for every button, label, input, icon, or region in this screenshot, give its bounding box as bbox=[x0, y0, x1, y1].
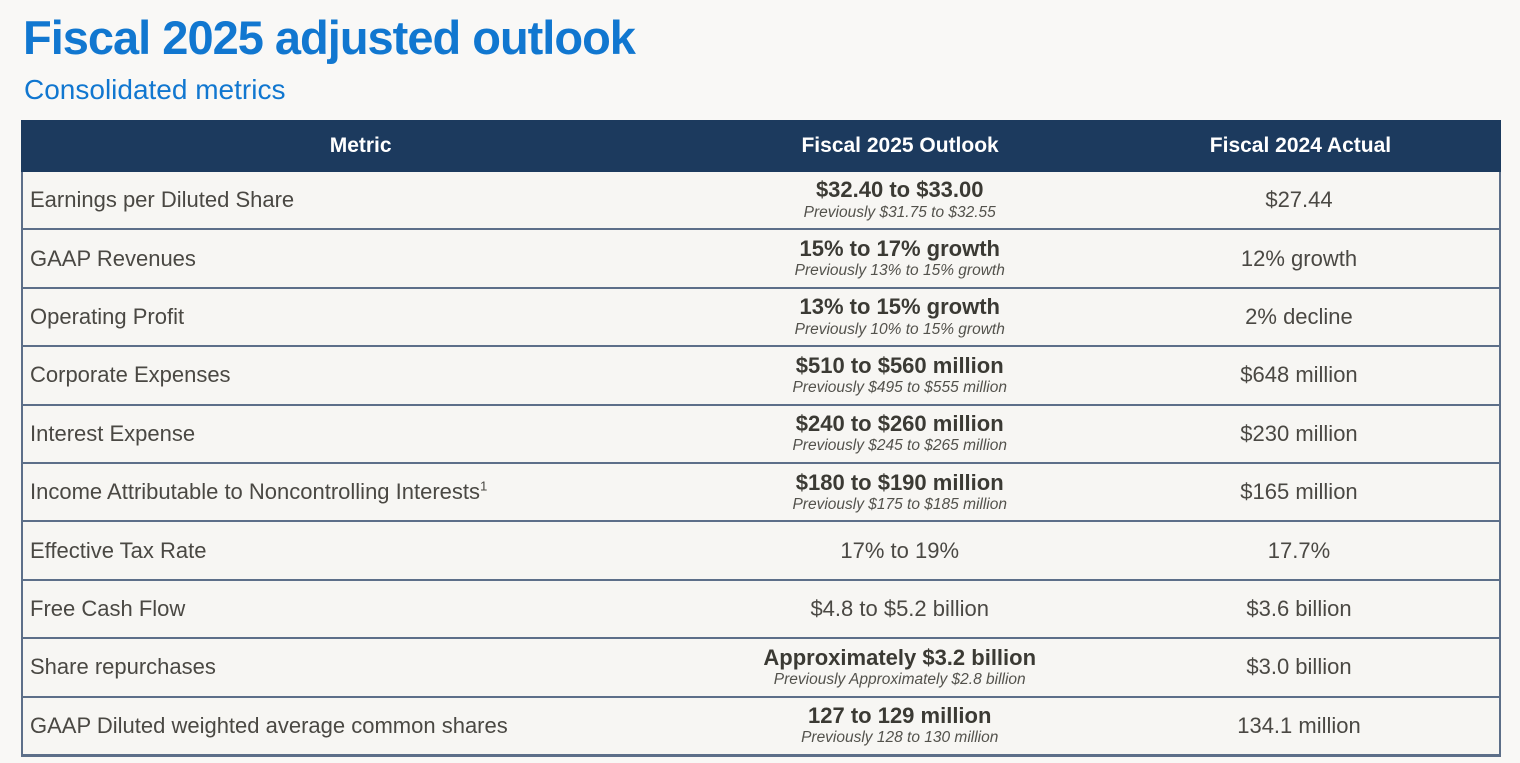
actual-value: 2% decline bbox=[1245, 304, 1353, 330]
actual-cell: $648 million bbox=[1099, 347, 1499, 403]
metric-cell: GAAP Revenues bbox=[23, 230, 700, 286]
table-row: Corporate Expenses $510 to $560 million … bbox=[23, 347, 1499, 406]
metric-label: Interest Expense bbox=[30, 421, 195, 447]
metric-label-text: Income Attributable to Noncontrolling In… bbox=[30, 479, 481, 505]
metric-label-text: Operating Profit bbox=[30, 304, 185, 330]
actual-value: $230 million bbox=[1240, 420, 1358, 446]
metric-cell: Income Attributable to Noncontrolling In… bbox=[23, 464, 700, 520]
outlook-value: $510 to $560 million bbox=[795, 352, 1004, 378]
actual-value: $165 million bbox=[1240, 479, 1358, 505]
actual-cell: 134.1 million bbox=[1099, 698, 1499, 754]
metric-cell: Free Cash Flow bbox=[23, 581, 700, 637]
outlook-cell: $510 to $560 million Previously $495 to … bbox=[700, 347, 1099, 403]
actual-value: 17.7% bbox=[1267, 537, 1331, 563]
metric-cell: Interest Expense bbox=[23, 406, 700, 462]
outlook-value: 127 to 129 million bbox=[808, 703, 992, 729]
outlook-value: $32.40 to $33.00 bbox=[815, 177, 984, 203]
metric-label-text: GAAP Diluted weighted average common sha… bbox=[30, 712, 508, 738]
actual-cell: $3.0 billion bbox=[1099, 639, 1499, 695]
outlook-previous: Previously 13% to 15% growth bbox=[794, 262, 1005, 280]
outlook-value: $180 to $190 million bbox=[795, 469, 1004, 495]
outlook-table: Metric Fiscal 2025 Outlook Fiscal 2024 A… bbox=[21, 120, 1501, 757]
metric-label: GAAP Revenues bbox=[30, 246, 196, 272]
metric-label-text: Effective Tax Rate bbox=[30, 537, 207, 563]
actual-value: $27.44 bbox=[1265, 187, 1333, 213]
metric-label-text: Interest Expense bbox=[30, 420, 196, 446]
table-row: Free Cash Flow $4.8 to $5.2 billion $3.6… bbox=[23, 581, 1499, 640]
outlook-previous: Previously 128 to 130 million bbox=[801, 729, 999, 747]
outlook-previous: Previously $31.75 to $32.55 bbox=[803, 203, 996, 221]
outlook-value: 13% to 15% growth bbox=[799, 294, 1000, 320]
actual-cell: $230 million bbox=[1099, 406, 1499, 462]
table-row: Share repurchases Approximately $3.2 bil… bbox=[23, 639, 1499, 698]
metric-label-text: Share repurchases bbox=[30, 654, 216, 680]
outlook-cell: 127 to 129 million Previously 128 to 130… bbox=[700, 698, 1099, 754]
metric-label-text: Free Cash Flow bbox=[30, 596, 186, 622]
actual-value: $3.6 billion bbox=[1246, 596, 1352, 622]
outlook-value: $4.8 to $5.2 billion bbox=[810, 596, 990, 622]
outlook-cell: $180 to $190 million Previously $175 to … bbox=[700, 464, 1099, 520]
actual-value: 134.1 million bbox=[1237, 712, 1361, 738]
metric-label: Effective Tax Rate bbox=[30, 538, 207, 564]
table-row: Operating Profit 13% to 15% growth Previ… bbox=[23, 289, 1499, 348]
outlook-cell: 15% to 17% growth Previously 13% to 15% … bbox=[700, 230, 1099, 286]
actual-cell: $165 million bbox=[1099, 464, 1499, 520]
actual-value: 12% growth bbox=[1240, 245, 1358, 271]
outlook-cell: 17% to 19% bbox=[700, 522, 1099, 578]
outlook-previous: Previously 10% to 15% growth bbox=[794, 320, 1005, 338]
metric-label: Share repurchases bbox=[30, 654, 216, 680]
actual-cell: 12% growth bbox=[1099, 230, 1499, 286]
table-row: GAAP Diluted weighted average common sha… bbox=[23, 698, 1499, 754]
outlook-value: Approximately $3.2 billion bbox=[763, 644, 1037, 670]
outlook-cell: 13% to 15% growth Previously 10% to 15% … bbox=[700, 289, 1099, 345]
outlook-previous: Previously $175 to $185 million bbox=[792, 495, 1007, 513]
table-row: Income Attributable to Noncontrolling In… bbox=[23, 464, 1499, 523]
outlook-cell: Approximately $3.2 billion Previously Ap… bbox=[700, 639, 1099, 695]
outlook-cell: $240 to $260 million Previously $245 to … bbox=[700, 406, 1099, 462]
metric-cell: Operating Profit bbox=[23, 289, 700, 345]
actual-cell: 17.7% bbox=[1099, 522, 1499, 578]
metric-cell: Share repurchases bbox=[23, 639, 700, 695]
outlook-cell: $32.40 to $33.00 Previously $31.75 to $3… bbox=[700, 172, 1099, 228]
table-body: Earnings per Diluted Share $32.40 to $33… bbox=[21, 172, 1501, 757]
metric-cell: Effective Tax Rate bbox=[23, 522, 700, 578]
outlook-value: 17% to 19% bbox=[840, 537, 960, 563]
metric-label: Free Cash Flow bbox=[30, 596, 185, 622]
metric-cell: GAAP Diluted weighted average common sha… bbox=[23, 698, 700, 754]
metric-label-text: GAAP Revenues bbox=[30, 245, 196, 271]
outlook-value: $240 to $260 million bbox=[795, 411, 1004, 437]
page-subtitle: Consolidated metrics bbox=[24, 74, 286, 105]
outlook-previous: Previously $245 to $265 million bbox=[792, 437, 1007, 455]
metric-cell: Corporate Expenses bbox=[23, 347, 700, 403]
metric-label: Corporate Expenses bbox=[30, 362, 231, 388]
page-title: Fiscal 2025 adjusted outlook bbox=[23, 11, 636, 64]
actual-cell: 2% decline bbox=[1099, 289, 1499, 345]
metric-label-text: Corporate Expenses bbox=[30, 362, 231, 388]
metric-label: Earnings per Diluted Share bbox=[30, 187, 294, 213]
table-row: GAAP Revenues 15% to 17% growth Previous… bbox=[23, 230, 1499, 289]
outlook-value: 15% to 17% growth bbox=[799, 235, 1000, 261]
column-header-metric: Metric bbox=[329, 134, 392, 157]
metric-label: Operating Profit bbox=[30, 304, 184, 330]
column-header-fiscal-2025-outlook: Fiscal 2025 Outlook bbox=[801, 134, 999, 157]
outlook-previous: Previously $495 to $555 million bbox=[792, 379, 1007, 396]
metric-label: GAAP Diluted weighted average common sha… bbox=[30, 713, 508, 739]
actual-cell: $3.6 billion bbox=[1099, 581, 1499, 637]
actual-value: $648 million bbox=[1240, 362, 1358, 388]
metric-superscript: 1 bbox=[480, 478, 488, 494]
metric-cell: Earnings per Diluted Share bbox=[23, 172, 700, 228]
actual-cell: $27.44 bbox=[1099, 172, 1499, 228]
actual-value: $3.0 billion bbox=[1246, 654, 1352, 680]
outlook-previous: Previously Approximately $2.8 billion bbox=[773, 671, 1026, 689]
table-row: Earnings per Diluted Share $32.40 to $33… bbox=[23, 172, 1499, 231]
metric-label: Income Attributable to Noncontrolling In… bbox=[30, 479, 487, 505]
outlook-cell: $4.8 to $5.2 billion bbox=[700, 581, 1099, 637]
metric-label-text: Earnings per Diluted Share bbox=[30, 187, 295, 213]
table-header-row: Metric Fiscal 2025 Outlook Fiscal 2024 A… bbox=[21, 120, 1501, 172]
column-header-fiscal-2024-actual: Fiscal 2024 Actual bbox=[1209, 134, 1392, 157]
table-row: Effective Tax Rate 17% to 19% 17.7% bbox=[23, 522, 1499, 581]
table-row: Interest Expense $240 to $260 million Pr… bbox=[23, 406, 1499, 465]
